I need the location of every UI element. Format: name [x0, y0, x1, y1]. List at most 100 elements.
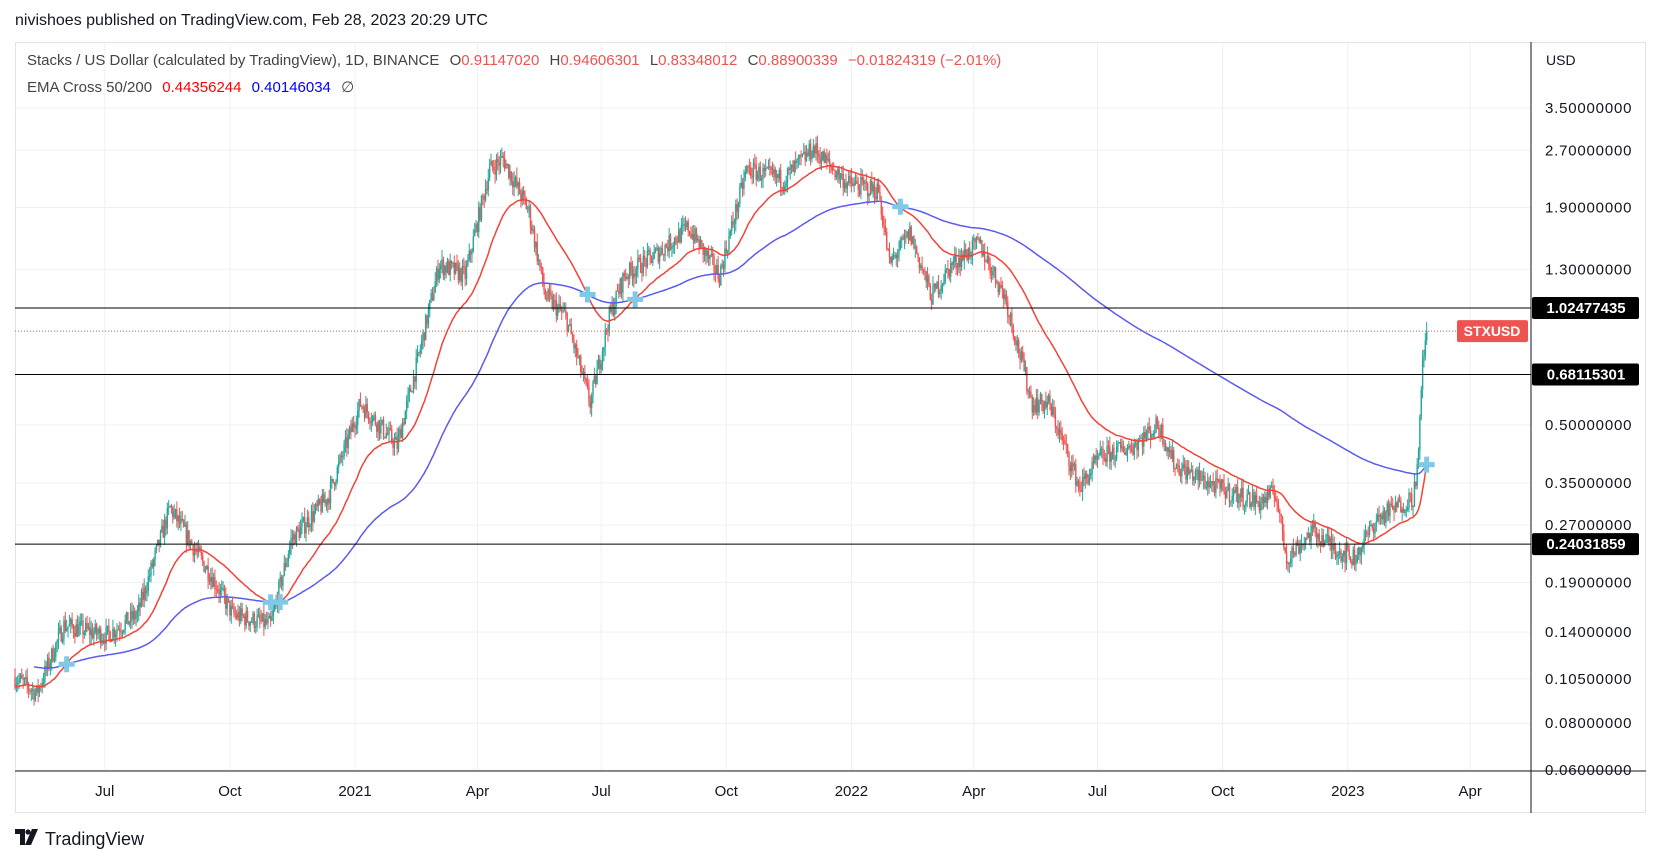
candle-body: [67, 626, 69, 629]
candle-body: [571, 334, 574, 340]
candle-body: [495, 158, 498, 175]
chart-frame[interactable]: [15, 42, 1646, 813]
candle-body: [739, 186, 741, 204]
candle-body: [510, 171, 513, 182]
candle-body: [442, 259, 445, 275]
candle-body: [1013, 336, 1016, 343]
candle-body: [864, 182, 866, 184]
candle-body: [1069, 465, 1072, 472]
candle-body: [229, 600, 231, 616]
candle-body: [159, 531, 162, 546]
candle-body: [142, 591, 144, 600]
tradingview-logo[interactable]: TradingView: [15, 828, 144, 851]
candle-body: [988, 255, 990, 264]
candle-body: [584, 371, 586, 379]
candle-body: [309, 526, 311, 528]
candle-body: [1107, 445, 1110, 447]
candle-body: [1295, 542, 1297, 555]
candle-body: [660, 247, 662, 254]
candle-body: [1338, 551, 1341, 555]
candle-body: [733, 223, 736, 225]
candle-body: [1022, 351, 1024, 360]
candle-body: [1147, 426, 1149, 434]
ema-200-line: [33, 200, 1428, 669]
candle-body: [788, 168, 790, 170]
candle-body: [53, 657, 56, 661]
candle-body: [408, 388, 411, 394]
candle-body: [41, 683, 43, 688]
candle-body: [595, 376, 597, 385]
candle-body: [1046, 401, 1048, 408]
candle-body: [245, 610, 247, 626]
candle-body: [467, 259, 469, 266]
candle-body: [616, 290, 619, 292]
candle-body: [709, 255, 711, 259]
candle-body: [99, 628, 102, 644]
candle-body: [256, 616, 258, 627]
candle-body: [1035, 397, 1038, 413]
candle-body: [347, 434, 349, 448]
candle-body: [1349, 556, 1352, 563]
candle-body: [1397, 498, 1399, 508]
candle-body: [895, 255, 897, 259]
candle-body: [1141, 438, 1144, 447]
candle-body: [17, 682, 19, 685]
candle-body: [967, 248, 970, 260]
candle-body: [1037, 397, 1039, 413]
candle-body: [63, 620, 65, 639]
hide-values-icon[interactable]: ∅: [341, 79, 355, 96]
candle-body: [881, 215, 884, 226]
candle-body: [1175, 464, 1178, 469]
candle-body: [807, 152, 809, 156]
candle-body: [1423, 355, 1425, 359]
candle-body: [405, 400, 408, 412]
candle-body: [411, 391, 413, 393]
candle-body: [1258, 500, 1261, 511]
candle-body: [488, 165, 491, 178]
candle-body: [346, 437, 348, 448]
symbol-title[interactable]: Stacks / US Dollar (calculated by Tradin…: [27, 52, 440, 69]
candle-body: [399, 429, 401, 436]
candle-body: [1249, 491, 1251, 507]
candle-body: [818, 153, 820, 157]
candle-body: [109, 631, 111, 642]
candle-body: [240, 608, 242, 622]
candle-body: [444, 265, 446, 275]
candle-body: [751, 176, 753, 178]
candle-body: [949, 262, 952, 277]
candle-body: [312, 511, 314, 522]
candle-body: [574, 344, 577, 349]
candle-body: [747, 166, 749, 168]
candle-body: [550, 293, 552, 296]
candle-body: [529, 206, 532, 227]
candle-body: [255, 626, 257, 629]
candle-body: [80, 620, 83, 622]
candle-body: [418, 352, 420, 354]
candle-body: [241, 608, 243, 616]
indicator-title[interactable]: EMA Cross 50/200: [27, 79, 153, 96]
candle-body: [884, 226, 887, 232]
candle-body: [60, 627, 62, 642]
candle-body: [434, 281, 436, 293]
candle-body: [558, 304, 560, 307]
candle-body: [520, 194, 522, 201]
candle-body: [1383, 511, 1386, 523]
candle-body: [661, 247, 664, 255]
candle-body: [1420, 390, 1422, 417]
candle-body: [119, 629, 121, 632]
candle-body: [563, 310, 566, 312]
candle-body: [37, 685, 39, 694]
candle-body: [140, 591, 143, 607]
candle-body: [1400, 501, 1402, 513]
candle-body: [250, 621, 253, 623]
candle-body: [1307, 532, 1310, 538]
candle-body: [639, 258, 642, 273]
candle-body: [1003, 289, 1005, 300]
candle-body: [1228, 483, 1231, 501]
candle-body: [1100, 448, 1103, 450]
candle-body: [1332, 543, 1334, 550]
candle-body: [113, 628, 115, 638]
candle-body: [1353, 549, 1356, 565]
candle-body: [1038, 403, 1040, 413]
